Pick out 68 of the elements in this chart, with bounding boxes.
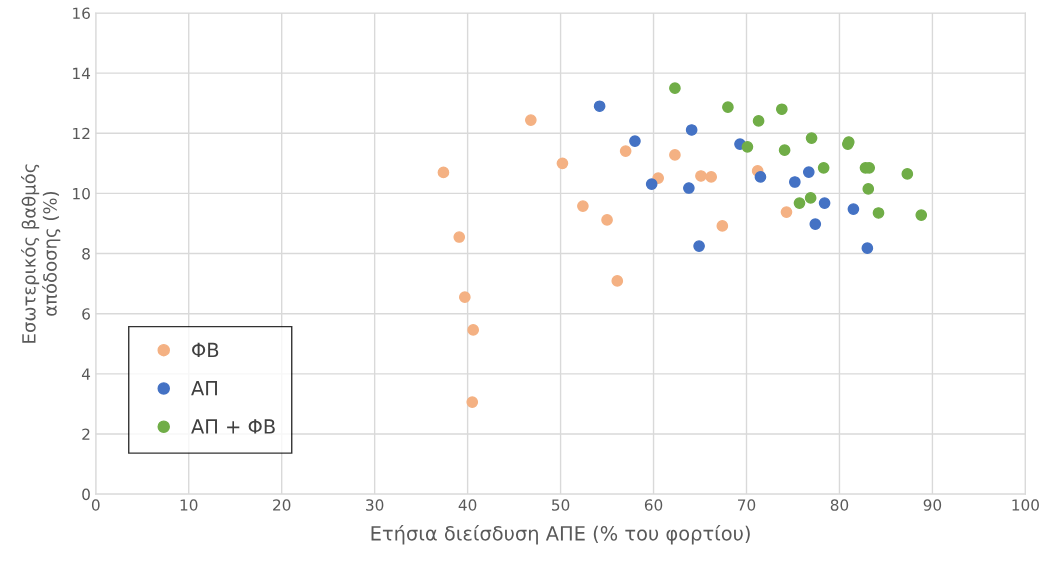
y-tick-label: 0 [82,488,90,501]
point [683,182,695,194]
x-tick-label: 80 [830,499,849,511]
y-tick-label: 12 [73,127,90,140]
point [629,135,641,147]
point [804,192,817,204]
point [752,115,765,127]
point [645,178,658,190]
point [695,170,707,182]
point [458,291,471,304]
y-tick-label: 4 [81,368,91,380]
point [467,324,480,336]
point [778,144,791,156]
point [780,206,793,218]
x-tick-label: 90 [923,499,942,511]
y-tick-label: 8 [82,248,90,260]
point [669,149,681,161]
point [722,101,734,113]
x-tick-label: 20 [273,499,291,511]
point [788,176,801,188]
point [793,197,806,209]
point [754,171,767,183]
point [817,162,830,174]
x-tick-label: 60 [644,499,663,511]
point [453,231,466,243]
x-axis-title: Ετήσια διείσδυση ΑΠΕ (% του φορτίου) [371,524,750,545]
x-tick-label: 50 [552,499,570,511]
point [611,275,624,287]
point [619,145,632,157]
point [593,100,606,113]
point [524,114,537,126]
y-tick-label: 6 [82,308,90,320]
y-tick-label: 14 [73,67,91,79]
x-tick-label: 100 [1012,499,1039,511]
point [669,82,681,95]
y-tick-label: 10 [73,187,90,200]
x-tick-label: 0 [91,499,100,511]
point [802,166,815,178]
legend-label: ΑΠ [191,381,217,396]
point [775,103,788,116]
point [601,214,613,226]
point [437,166,450,179]
point [809,218,822,230]
point [847,203,860,215]
point [805,132,818,144]
point [693,240,705,252]
point [901,168,914,180]
x-tick-label: 10 [180,499,198,511]
point [716,220,729,232]
y-tick-label: 2 [82,428,90,440]
point [577,200,589,212]
legend-label: ΑΠ + ΦΒ [191,419,275,434]
x-tick-label: 70 [738,499,756,511]
x-tick-label: 40 [458,499,477,511]
legend-label: ΦΒ [192,342,219,357]
point [818,197,831,209]
point [685,124,698,136]
point [741,140,754,153]
point [705,171,718,183]
point [872,207,885,219]
point [556,157,569,170]
x-tick-label: 30 [366,499,384,511]
point [861,242,874,255]
point [466,396,479,408]
y-tick-label: 16 [73,7,90,20]
point [862,183,875,195]
y-axis-title: Εσωτερικός βαθμός απόδοσης (%) [21,164,61,343]
point [915,209,928,221]
